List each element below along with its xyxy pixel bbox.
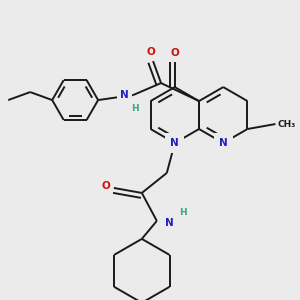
Text: H: H: [131, 104, 139, 113]
Text: N: N: [170, 138, 179, 148]
Text: N: N: [120, 90, 129, 100]
Text: O: O: [147, 47, 155, 57]
Text: H: H: [179, 208, 186, 217]
Text: N: N: [165, 218, 173, 228]
Text: CH₃: CH₃: [278, 119, 296, 128]
Text: O: O: [101, 181, 110, 191]
Text: N: N: [219, 138, 228, 148]
Text: O: O: [170, 48, 179, 58]
